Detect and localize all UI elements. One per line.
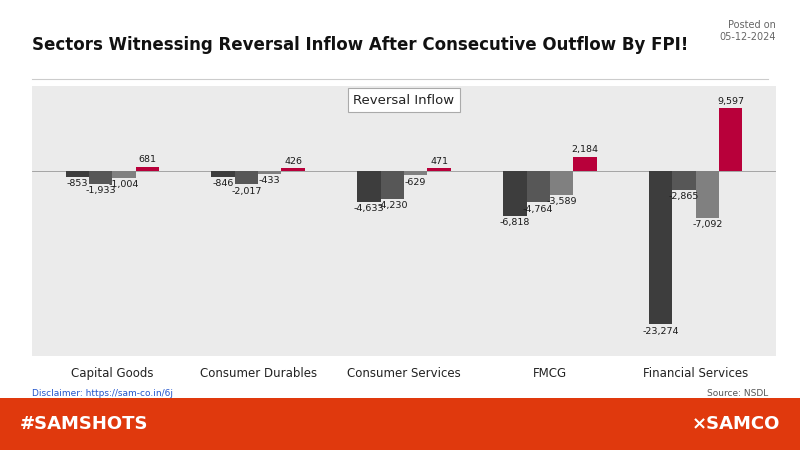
Bar xyxy=(211,171,234,177)
Text: -6,818: -6,818 xyxy=(500,218,530,227)
Bar xyxy=(282,168,305,171)
Bar xyxy=(503,171,526,216)
Bar xyxy=(673,171,696,190)
Text: Reversal Inflow: Reversal Inflow xyxy=(354,94,454,107)
Text: -433: -433 xyxy=(259,176,281,185)
Text: #SAMSHOTS: #SAMSHOTS xyxy=(20,415,149,433)
Bar xyxy=(135,166,159,171)
Text: -4,230: -4,230 xyxy=(377,201,407,210)
Text: -2,017: -2,017 xyxy=(231,187,262,196)
Text: -853: -853 xyxy=(66,179,88,188)
Text: -1,004: -1,004 xyxy=(109,180,139,189)
Bar xyxy=(234,171,258,184)
Text: 2,184: 2,184 xyxy=(571,145,598,154)
Text: 681: 681 xyxy=(138,155,156,164)
Text: -2,865: -2,865 xyxy=(669,192,699,201)
Bar xyxy=(89,171,112,184)
Text: ×SAMCO: ×SAMCO xyxy=(692,415,780,433)
Bar xyxy=(574,157,597,171)
Bar xyxy=(719,108,742,171)
Legend: 15/Oct/2024, 31/Oct/2024, 15/Nov/2024, 31/Oct/2024: 15/Oct/2024, 31/Oct/2024, 15/Nov/2024, 3… xyxy=(214,404,594,422)
Text: -846: -846 xyxy=(213,179,234,188)
Text: Sectors Witnessing Reversal Inflow After Consecutive Outflow By FPI!: Sectors Witnessing Reversal Inflow After… xyxy=(32,36,688,54)
Bar xyxy=(66,171,89,177)
Text: -3,589: -3,589 xyxy=(546,197,577,206)
Text: -7,092: -7,092 xyxy=(692,220,722,229)
Bar xyxy=(696,171,719,218)
Text: Disclaimer: https://sam-co.in/6j: Disclaimer: https://sam-co.in/6j xyxy=(32,389,173,398)
Text: Posted on
05-12-2024: Posted on 05-12-2024 xyxy=(719,20,776,42)
Text: -4,633: -4,633 xyxy=(354,204,384,213)
Text: 471: 471 xyxy=(430,157,448,166)
Text: -629: -629 xyxy=(405,178,426,187)
Text: -23,274: -23,274 xyxy=(642,327,679,336)
Text: 9,597: 9,597 xyxy=(718,97,744,106)
Bar xyxy=(526,171,550,202)
Text: -4,764: -4,764 xyxy=(523,205,554,214)
Bar xyxy=(358,171,381,202)
Bar xyxy=(258,171,282,174)
Text: Source: NSDL: Source: NSDL xyxy=(706,389,768,398)
Text: -1,933: -1,933 xyxy=(86,186,116,195)
Text: 426: 426 xyxy=(284,157,302,166)
Bar xyxy=(427,168,450,171)
Bar xyxy=(381,171,404,199)
Bar xyxy=(649,171,673,324)
Bar xyxy=(550,171,574,195)
Bar xyxy=(112,171,135,178)
Bar xyxy=(404,171,427,175)
